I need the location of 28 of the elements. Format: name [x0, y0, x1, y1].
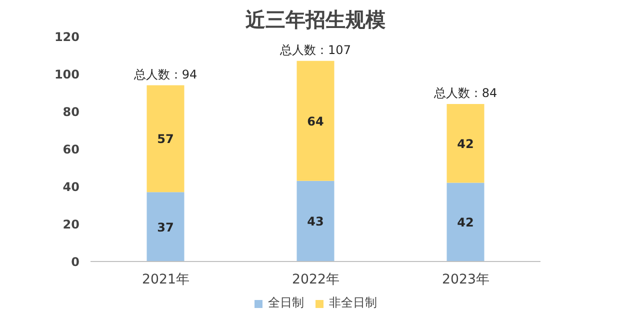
data-label: 43	[307, 214, 324, 229]
y-tick-label: 20	[62, 218, 80, 232]
x-tick-label: 2022年	[292, 272, 339, 288]
legend-label: 全日制	[268, 294, 304, 312]
bar	[146, 192, 184, 262]
data-label: 42	[457, 216, 474, 230]
data-label: 37	[157, 220, 174, 234]
data-label: 42	[457, 136, 474, 151]
bar	[446, 182, 484, 262]
x-tick-label: 2023年	[442, 272, 489, 288]
y-tick-label: 60	[62, 142, 80, 156]
total-label: 总人数：107	[279, 42, 351, 57]
bar	[296, 60, 334, 181]
data-label: 57	[157, 132, 174, 146]
y-tick-label: 100	[54, 68, 80, 82]
y-tick-label: 0	[71, 255, 80, 269]
total-label: 总人数：94	[132, 67, 198, 82]
bar	[146, 85, 184, 192]
y-tick-label: 80	[62, 105, 80, 119]
total-label: 总人数：84	[432, 86, 498, 100]
bar	[296, 180, 334, 262]
chart-title: 近三年招生规模	[244, 8, 386, 32]
legend-label: 非全日制	[329, 294, 377, 312]
data-label: 64	[307, 114, 324, 128]
bar	[446, 104, 484, 183]
y-tick-label: 120	[54, 30, 80, 44]
y-tick-label: 40	[62, 180, 80, 194]
x-tick-label: 2021年	[142, 272, 189, 288]
